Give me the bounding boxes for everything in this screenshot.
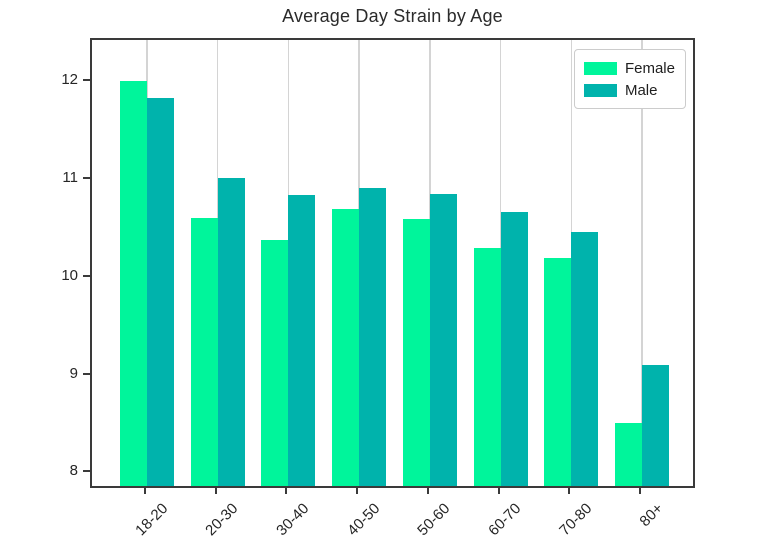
y-axis-tick-label: 9 (69, 364, 78, 382)
x-axis-tick-label: 18-20 (131, 500, 172, 540)
y-tick-mark (83, 372, 90, 375)
x-axis-tick-label: 70-80 (556, 500, 596, 540)
bar-female (615, 423, 642, 486)
bar-male (571, 231, 599, 486)
bar-female (473, 248, 501, 486)
legend-item: Male (583, 79, 675, 101)
x-tick-mark (497, 488, 500, 494)
bar-female (190, 217, 218, 486)
bar-male (288, 195, 316, 486)
x-tick-mark (144, 488, 146, 494)
x-tick-mark (356, 488, 359, 494)
x-tick-mark (285, 488, 288, 494)
x-tick-mark (639, 488, 641, 494)
x-axis-tick-label: 30-40 (273, 500, 313, 540)
x-axis-tick-label: 60-70 (485, 500, 525, 540)
bar-male (359, 187, 387, 486)
bar-female (332, 209, 360, 486)
x-tick-mark (214, 488, 217, 494)
legend-label: Female (624, 59, 675, 77)
x-axis-tick-label: 80+ (636, 500, 667, 531)
y-axis-tick-label: 8 (69, 462, 78, 480)
bar-male (642, 364, 669, 486)
y-axis-tick-label: 10 (61, 266, 78, 284)
legend-swatch (583, 61, 617, 75)
x-axis-tick-label: 50-60 (414, 500, 454, 540)
y-tick-mark (83, 470, 90, 473)
y-tick-mark (83, 274, 90, 277)
gridline (641, 40, 643, 486)
y-axis-tick-label: 11 (62, 168, 78, 186)
legend: Female Male (573, 49, 686, 109)
bar-male (429, 194, 457, 486)
x-axis-tick-label: 20-30 (202, 500, 242, 540)
bar-female (402, 218, 430, 486)
legend-swatch (583, 83, 617, 97)
legend-item: Female (583, 57, 675, 79)
y-tick-mark (83, 176, 90, 179)
bar-male (500, 212, 528, 486)
plot-area: Female Male (90, 38, 695, 488)
legend-label: Male (624, 81, 658, 99)
x-axis-tick-label: 40-50 (344, 500, 384, 540)
bar-male (147, 97, 174, 486)
y-axis-tick-label: 12 (61, 71, 78, 89)
bar-female (120, 81, 147, 486)
bar-male (217, 177, 245, 486)
chart-title: Average Day Strain by Age (282, 6, 503, 26)
bar-female (544, 258, 572, 486)
bar-female (261, 240, 289, 486)
x-tick-mark (568, 488, 571, 494)
x-tick-mark (426, 488, 429, 494)
y-tick-mark (83, 79, 90, 82)
